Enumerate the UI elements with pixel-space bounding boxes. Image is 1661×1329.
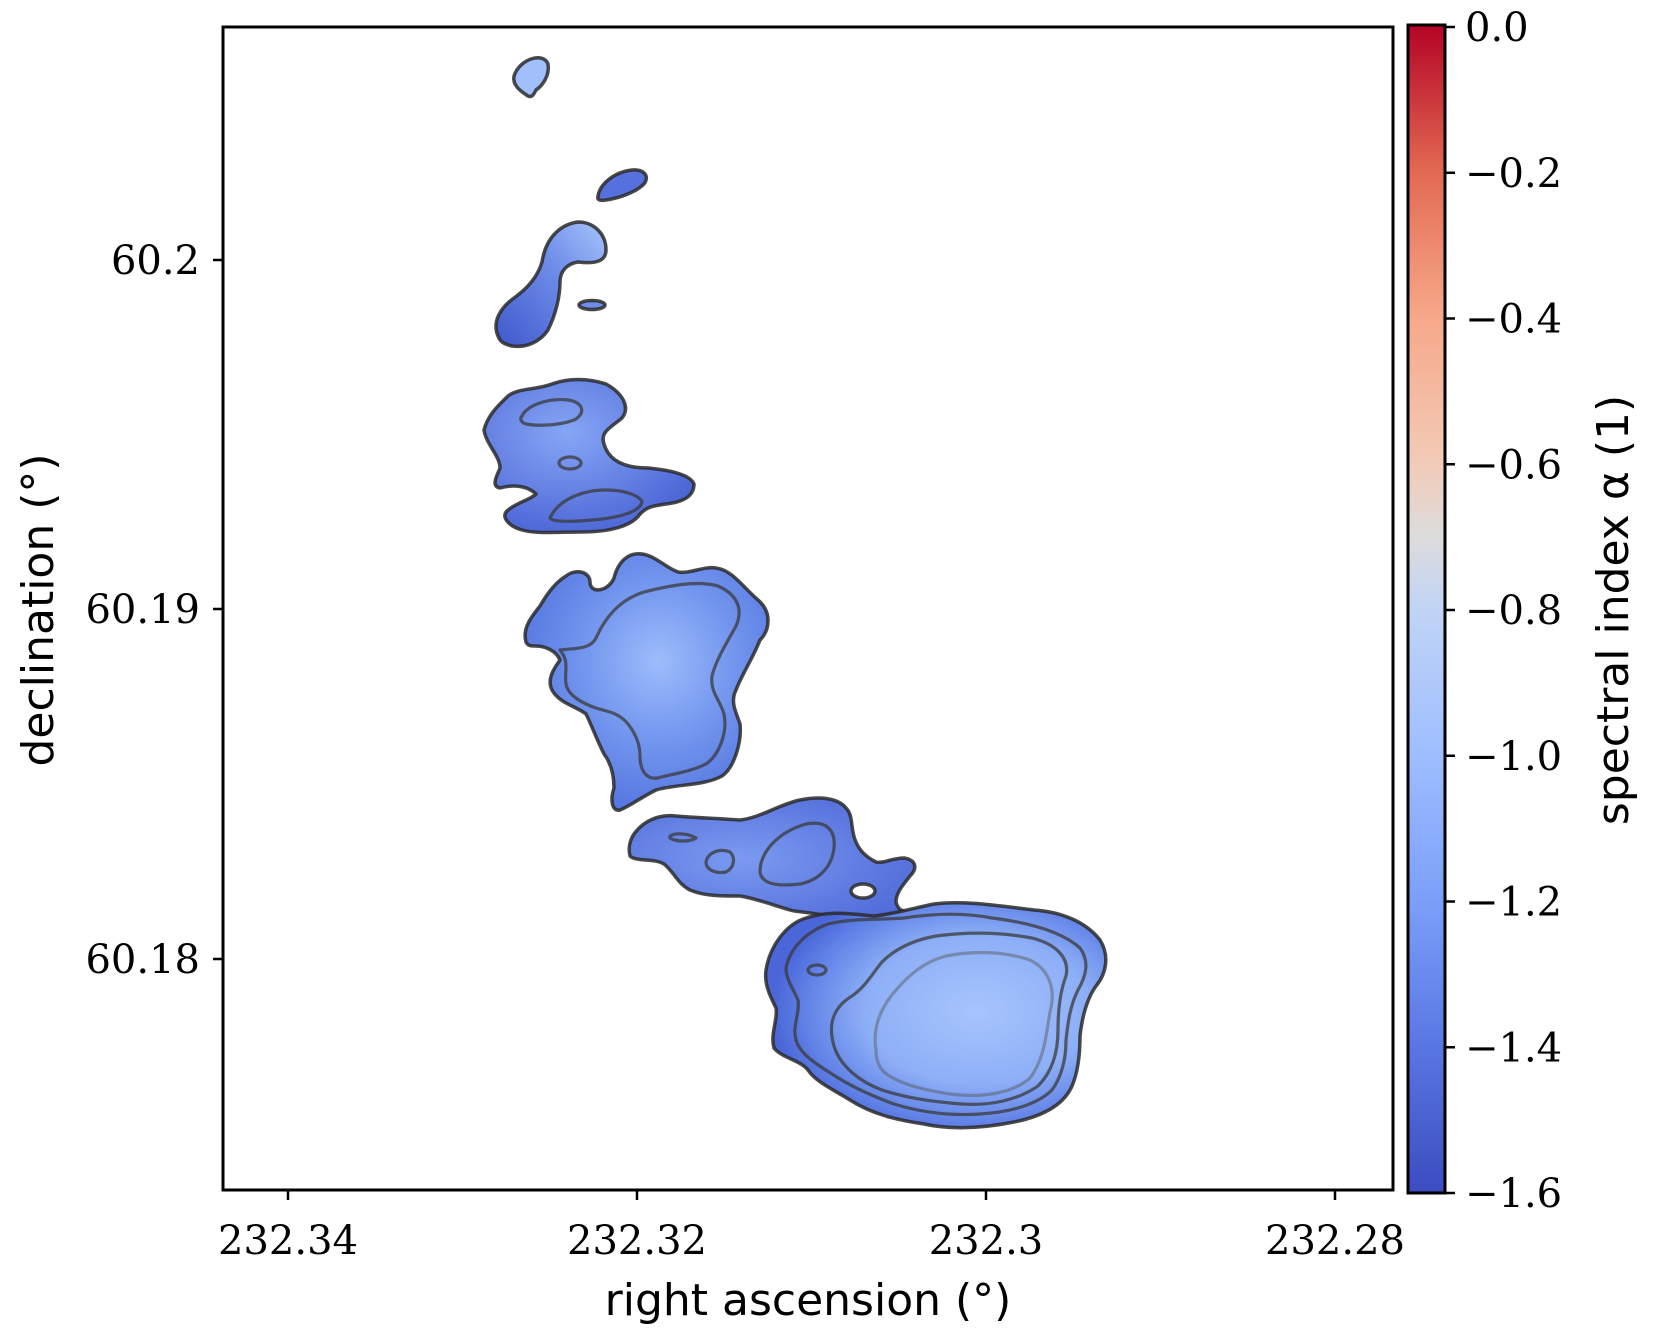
contour-bridge-knot [704, 848, 736, 875]
contour-middle-ring [519, 398, 584, 427]
colorbar-title: spectral index α (1) [1588, 395, 1639, 825]
colorbar-tick-label-2: −0.2 [1465, 151, 1562, 197]
contour-bridge-east [758, 821, 836, 887]
colorbar-tick-label-8: −1.4 [1465, 1025, 1562, 1071]
colorbar-tick-label-1: 0.0 [1465, 5, 1529, 51]
x-tick-label-2: 232.32 [567, 1218, 707, 1264]
contour-bridge-west [668, 832, 698, 843]
y-tick-label-3: 60.2 [111, 238, 200, 284]
region-upper-filament [494, 220, 608, 349]
y-tick-label-1: 60.18 [85, 937, 200, 983]
y-axis-title: declination (°) [13, 453, 64, 766]
x-ticks [286, 1190, 1337, 1200]
region-northern-tip [512, 56, 551, 99]
region-middle-filament [482, 377, 696, 535]
colorbar-tick-label-9: −1.6 [1465, 1171, 1562, 1217]
plot-frame [221, 25, 1395, 1192]
x-tick-label-3: 232.3 [929, 1218, 1044, 1264]
contour-central-inner [558, 581, 741, 780]
colorbar-ticks: 0.0 −0.2 −0.4 −0.6 −0.8 −1.0 −1.2 −1.4 −1.6 [1445, 5, 1562, 1217]
region-lower-bridge [627, 796, 952, 935]
colorbar: 0.0 −0.2 −0.4 −0.6 −0.8 −1.0 −1.2 −1.4 −1.6 spec… [1406, 5, 1639, 1217]
y-ticks [213, 258, 223, 961]
colorbar-tick-label-4: −0.6 [1465, 442, 1562, 488]
colorbar-tick-label-3: −0.4 [1465, 297, 1562, 343]
contour-lobe-mid [829, 931, 1069, 1106]
colorbar-tick-label-7: −1.2 [1465, 880, 1562, 926]
plot-area: 232.34 232.32 232.3 232.28 60.18 60.19 6… [13, 25, 1405, 1326]
emission-map [482, 56, 1108, 1130]
region-upper-filament-knot [577, 298, 607, 312]
region-central-component [523, 552, 770, 812]
x-tick-label-1: 232.34 [218, 1218, 358, 1264]
y-tick-label-2: 60.19 [85, 587, 200, 633]
region-upper-small-blob [596, 168, 649, 203]
x-tick-label-4: 232.28 [1265, 1218, 1405, 1264]
contour-middle-spot [557, 455, 583, 471]
colorbar-tick-label-5: −0.8 [1465, 588, 1562, 634]
region-bridge-hole [849, 882, 877, 900]
colorbar-gradient [1408, 25, 1445, 1193]
contour-lobe-inner [873, 950, 1054, 1098]
contour-lobe-spot [806, 963, 828, 977]
contour-middle-lower [548, 488, 644, 523]
colorbar-tick-label-6: −1.0 [1465, 734, 1562, 780]
contour-lobe-outer [784, 912, 1088, 1117]
x-axis-title: right ascension (°) [605, 1275, 1012, 1326]
